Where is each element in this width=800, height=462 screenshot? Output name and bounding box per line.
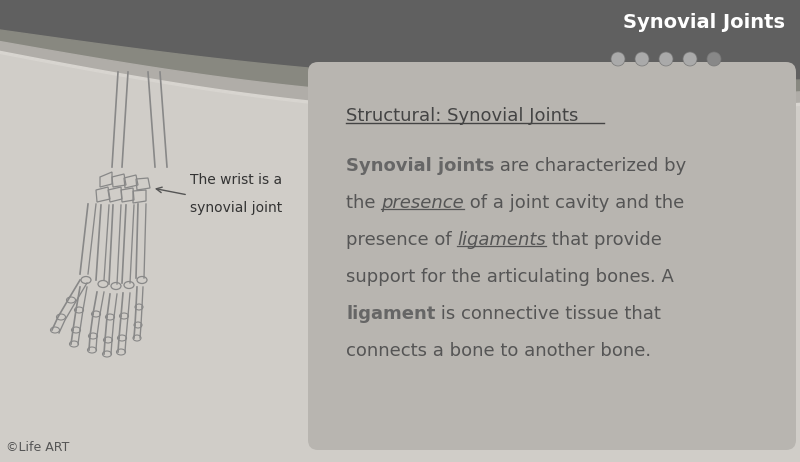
FancyBboxPatch shape (308, 62, 796, 450)
Circle shape (659, 52, 673, 66)
Text: the: the (346, 194, 382, 212)
Circle shape (707, 52, 721, 66)
Text: ©Life ART: ©Life ART (6, 441, 70, 454)
Circle shape (611, 52, 625, 66)
Text: ligament: ligament (346, 305, 435, 323)
Circle shape (683, 52, 697, 66)
Text: support for the articulating bones. A: support for the articulating bones. A (346, 268, 674, 286)
Text: are characterized by: are characterized by (494, 157, 686, 175)
Circle shape (635, 52, 649, 66)
Text: Synovial Joints: Synovial Joints (623, 12, 785, 31)
Text: The wrist is a: The wrist is a (190, 173, 282, 187)
Text: Synovial joints: Synovial joints (346, 157, 494, 175)
Text: presence of: presence of (346, 231, 458, 249)
Text: presence: presence (382, 194, 464, 212)
Text: that provide: that provide (546, 231, 662, 249)
Text: of a joint cavity and the: of a joint cavity and the (464, 194, 684, 212)
Text: connects a bone to another bone.: connects a bone to another bone. (346, 342, 651, 360)
Text: synovial joint: synovial joint (190, 201, 282, 215)
Text: is connective tissue that: is connective tissue that (435, 305, 662, 323)
Text: Structural: Synovial Joints: Structural: Synovial Joints (346, 107, 578, 125)
Text: ligaments: ligaments (458, 231, 546, 249)
